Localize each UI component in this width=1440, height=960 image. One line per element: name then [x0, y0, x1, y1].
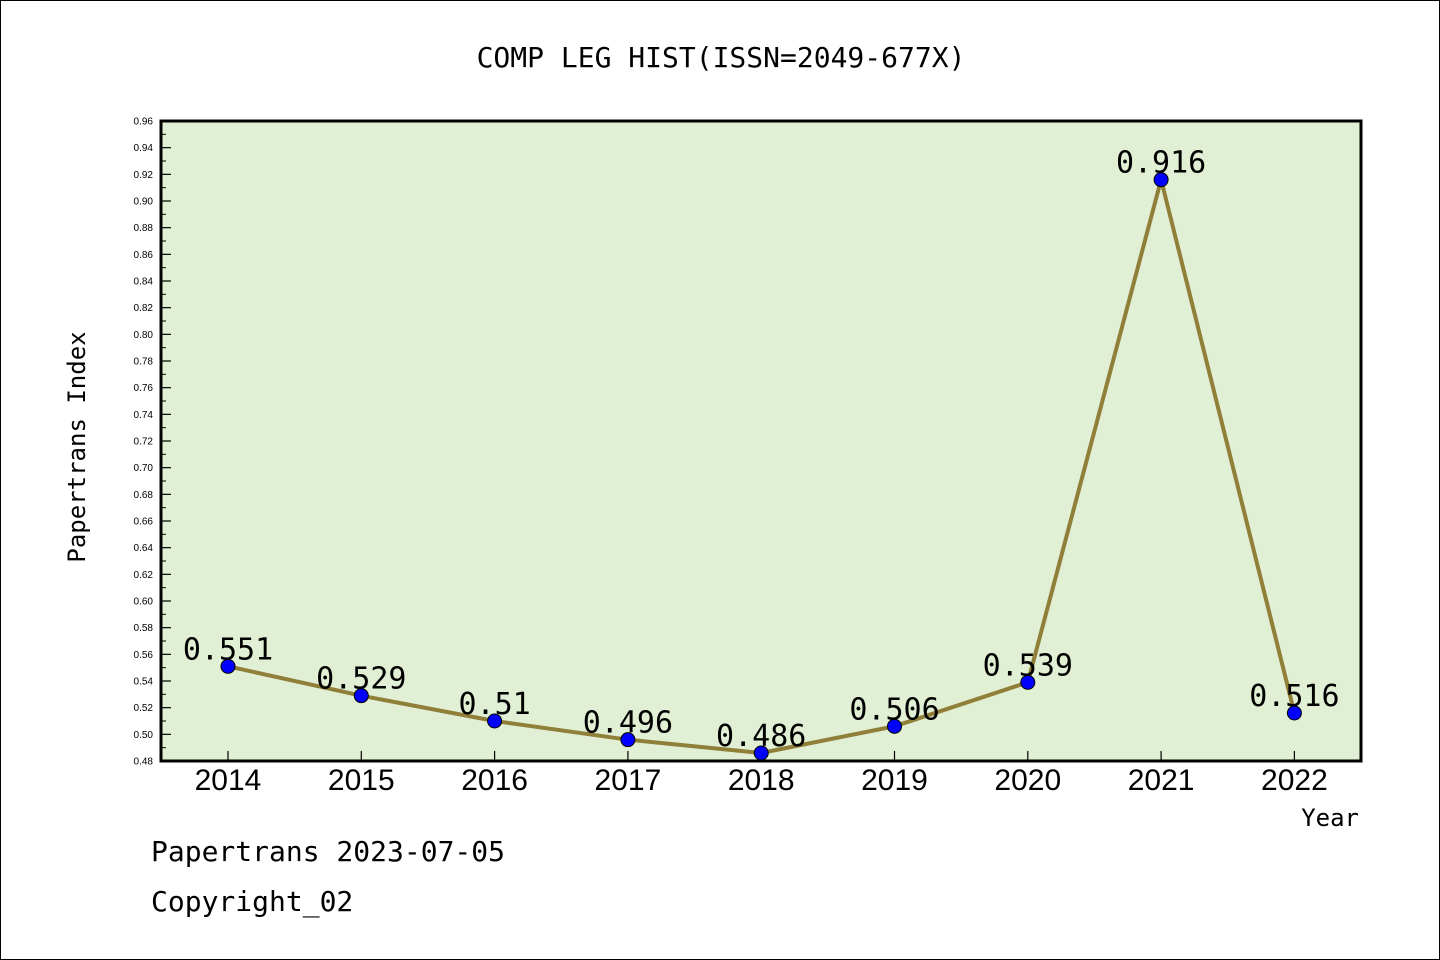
y-tick-label: 0.90 — [134, 197, 154, 208]
x-axis-label: Year — [1301, 804, 1359, 832]
footer-copyright: Copyright_02 — [151, 885, 354, 918]
data-label: 0.916 — [1116, 146, 1206, 181]
data-label: 0.551 — [183, 632, 273, 667]
x-tick-label: 2019 — [861, 764, 928, 797]
footer-date-line: Papertrans 2023-07-05 — [151, 835, 506, 868]
data-point — [353, 688, 369, 704]
x-tick-label: 2022 — [1261, 764, 1328, 797]
y-tick-label: 0.82 — [134, 303, 154, 314]
x-tick-label: 2021 — [1128, 764, 1195, 797]
y-tick-label: 0.72 — [134, 437, 154, 448]
y-tick-label: 0.96 — [134, 117, 154, 128]
y-tick-label: 0.54 — [134, 677, 154, 688]
y-tick-label: 0.78 — [134, 357, 154, 368]
data-point — [887, 718, 902, 734]
x-tick-label: 2015 — [328, 764, 395, 797]
y-tick-label: 0.60 — [134, 597, 154, 608]
y-tick-label: 0.50 — [134, 730, 154, 741]
y-tick-label: 0.66 — [134, 517, 154, 528]
y-tick-label: 0.80 — [134, 330, 154, 341]
x-tick-label: 2018 — [728, 764, 795, 797]
x-tick-label: 2014 — [195, 764, 262, 797]
y-tick-label: 0.48 — [134, 757, 154, 768]
y-tick-label: 0.70 — [134, 463, 154, 474]
y-tick-label: 0.62 — [134, 570, 154, 581]
data-label: 0.486 — [716, 719, 806, 754]
data-point — [1020, 674, 1036, 690]
data-point — [220, 658, 236, 674]
data-label: 0.506 — [849, 692, 939, 727]
y-tick-label: 0.68 — [134, 490, 154, 501]
y-tick-label: 0.88 — [134, 223, 154, 234]
data-label: 0.539 — [983, 648, 1073, 683]
y-tick-label: 0.86 — [134, 250, 154, 261]
y-tick-label: 0.84 — [134, 277, 154, 288]
x-tick-label: 2020 — [994, 764, 1061, 797]
data-point — [1286, 705, 1302, 721]
y-tick-label: 0.52 — [134, 703, 154, 714]
data-point — [487, 713, 503, 729]
y-tick-label: 0.74 — [134, 410, 154, 421]
y-axis-label: Papertrans Index — [63, 331, 91, 562]
y-tick-label: 0.76 — [134, 383, 154, 394]
data-label: 0.516 — [1249, 679, 1339, 714]
data-point — [1153, 172, 1169, 188]
data-point — [620, 732, 636, 748]
data-label: 0.529 — [316, 662, 406, 697]
data-label: 0.496 — [583, 706, 673, 741]
y-tick-label: 0.58 — [134, 623, 154, 634]
data-point — [753, 745, 769, 761]
chart-title: COMP LEG HIST(ISSN=2049-677X) — [477, 41, 966, 74]
y-tick-label: 0.92 — [134, 170, 154, 181]
y-tick-label: 0.64 — [134, 543, 154, 554]
x-tick-label: 2016 — [461, 764, 528, 797]
data-label: 0.51 — [458, 687, 530, 722]
plot-area — [161, 121, 1361, 761]
x-tick-label: 2017 — [595, 764, 662, 797]
y-tick-label: 0.56 — [134, 650, 154, 661]
y-tick-label: 0.94 — [134, 143, 154, 154]
